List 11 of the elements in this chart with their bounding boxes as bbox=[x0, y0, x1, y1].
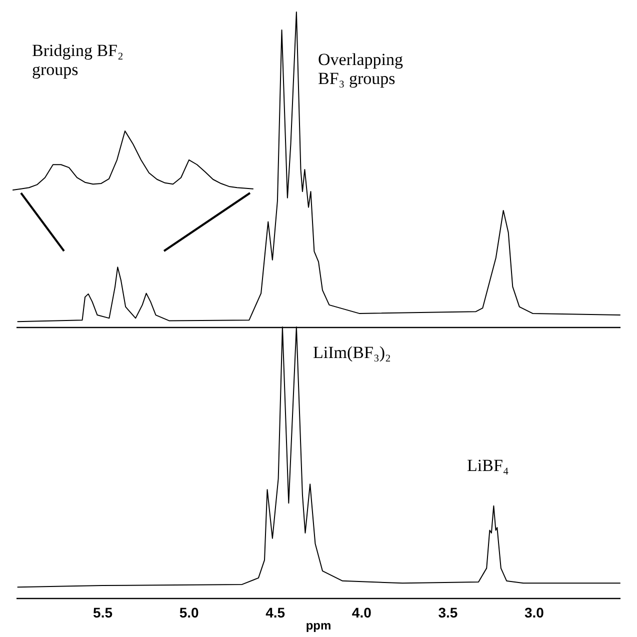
x-tick-label: 3.5 bbox=[438, 604, 458, 620]
x-tick-label: 3.0 bbox=[524, 604, 544, 620]
x-tick-label: 5.5 bbox=[93, 604, 113, 620]
annotation: Overlapping BF₃ groups bbox=[318, 50, 404, 88]
x-tick-label: 5.0 bbox=[179, 604, 200, 620]
x-tick-label: 4.5 bbox=[266, 604, 286, 620]
annotation: LiIm(BF₃)₂ bbox=[313, 343, 391, 362]
x-tick-label: 4.0 bbox=[352, 604, 372, 620]
x-axis-title: ppm bbox=[306, 618, 332, 632]
annotation: LiBF₄ bbox=[467, 456, 509, 475]
annotation: Bridging BF₂ groups bbox=[32, 41, 124, 79]
